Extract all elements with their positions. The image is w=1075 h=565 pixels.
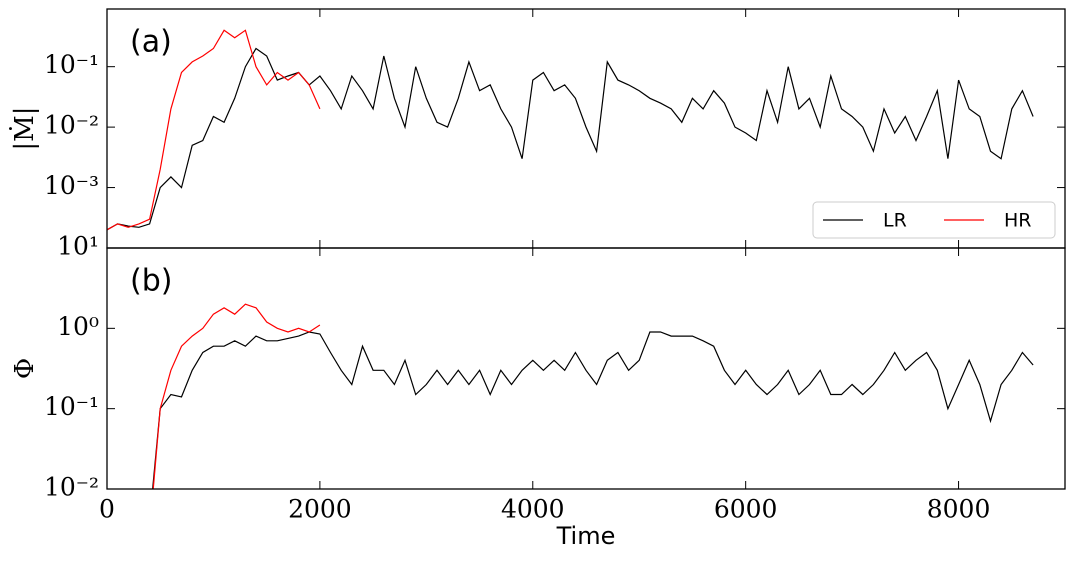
plot-frame [106, 247, 1066, 490]
x-tick-label: 8000 [927, 495, 991, 524]
series-line [107, 29, 321, 231]
y-tick-label: 10⁰ [57, 312, 99, 341]
y-axis-label: |Ṁ| [9, 106, 40, 150]
y-tick-label: 10⁻¹ [44, 50, 99, 79]
panel-label: (b) [130, 264, 172, 299]
series-line [107, 47, 1034, 231]
series-line [152, 303, 321, 489]
x-tick-label: 2000 [288, 495, 352, 524]
x-tick-label: 6000 [714, 495, 778, 524]
legend-box [812, 201, 1056, 239]
x-tick-label: 4000 [501, 495, 565, 524]
panel-label: (a) [130, 25, 172, 60]
legend-label: LR [883, 210, 907, 232]
y-axis-label: Φ [10, 358, 40, 379]
y-tick-label: 10⁻² [44, 111, 99, 140]
y-tick-label: 10⁻¹ [44, 392, 99, 421]
x-tick-label: 0 [99, 495, 115, 524]
series-line [152, 331, 1034, 489]
x-axis-label: Time [556, 522, 616, 550]
legend-label: HR [1004, 210, 1032, 232]
y-tick-label: 10¹ [57, 232, 99, 261]
y-tick-label: 10⁻² [44, 473, 99, 502]
y-tick-label: 10⁻³ [44, 171, 99, 200]
